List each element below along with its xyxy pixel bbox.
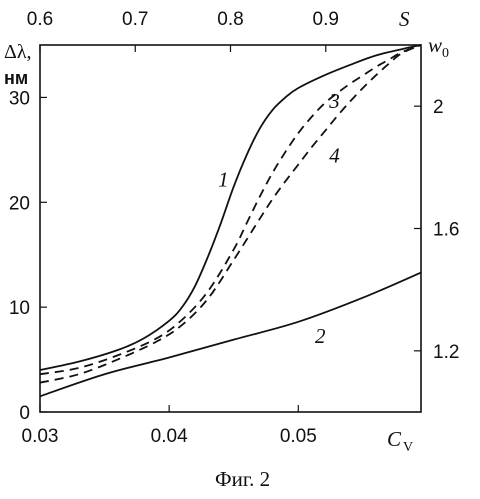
y-tick-label: 0	[19, 403, 30, 424]
right-axis-label: w	[428, 33, 442, 57]
y-tick-label: 30	[9, 88, 30, 109]
y-axis-label: Δλ,	[4, 41, 32, 63]
curve-label-1: 1	[218, 168, 229, 192]
top-tick-label: 0.6	[27, 9, 53, 30]
series-4-line	[39, 44, 422, 384]
figure-caption: Фиг. 2	[215, 467, 270, 491]
axis-labels: Δλ, нм S w 0 C V Фиг. 2	[4, 7, 449, 491]
curve-label-3: 3	[328, 89, 340, 113]
x-tick-label: 0.05	[280, 426, 317, 447]
right-tick-label: 1.2	[433, 342, 459, 363]
x-tick-label: 0.04	[151, 426, 188, 447]
top-tick-label: 0.8	[217, 9, 243, 30]
series-1-line	[39, 44, 422, 371]
x-tick-label: 0.03	[22, 426, 59, 447]
y-tick-label: 20	[9, 193, 30, 214]
curves: 1 2 3 4	[39, 44, 422, 398]
curve-label-2: 2	[315, 324, 326, 348]
right-tick-label: 1.6	[433, 220, 459, 241]
top-tick-label: 0.7	[122, 9, 148, 30]
y-axis-unit: нм	[4, 68, 28, 88]
top-axis-label: S	[399, 7, 410, 31]
right-tick-label: 2	[433, 97, 444, 118]
right-axis-label-subscript: 0	[442, 46, 449, 61]
series-2-line	[39, 271, 422, 398]
curve-label-4: 4	[329, 143, 340, 167]
top-tick-label: 0.9	[313, 9, 339, 30]
x-axis-label-subscript: V	[403, 440, 413, 455]
y-tick-label: 10	[9, 298, 30, 319]
x-axis-label: C	[387, 427, 402, 451]
series-3-line	[39, 44, 422, 376]
